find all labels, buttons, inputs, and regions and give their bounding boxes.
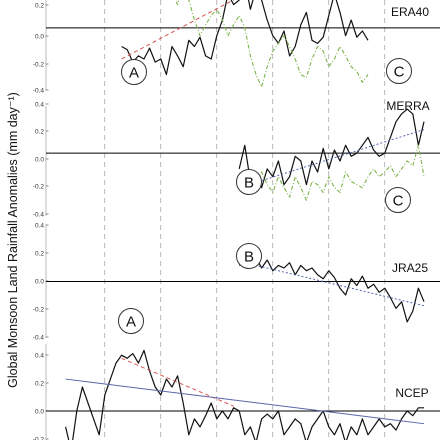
panel-era40: 0.2 0.0 -0.2 -0.4 ERA40 A C xyxy=(33,0,440,94)
trend-line xyxy=(239,129,425,189)
y-tick-label: 0.2 xyxy=(35,250,44,257)
series-line xyxy=(238,108,425,189)
panel-jra25: 0.4 0.2 0.0 -0.2 -0.4 JRA25 B xyxy=(33,222,440,341)
y-tick-label: -0.4 xyxy=(33,87,45,94)
panel-merra: 0.4 0.2 0.0 -0.2 -0.4 MERRA B C xyxy=(33,99,440,218)
y-tick-label: 0.4 xyxy=(35,352,44,359)
year-gridlines xyxy=(104,0,386,440)
marker-circle xyxy=(236,169,262,195)
series-line-alt xyxy=(174,0,369,88)
panel-ncep: 0.4 0.2 0.0 -0.2 NCEP A xyxy=(33,308,440,440)
y-tick-label: -0.2 xyxy=(33,183,45,190)
marker-circle xyxy=(121,59,147,85)
marker-label: A xyxy=(126,313,136,330)
y-tick-label: -0.2 xyxy=(33,61,45,68)
trend-line xyxy=(121,357,234,407)
series-line xyxy=(65,349,424,440)
y-tick-label: 0.0 xyxy=(35,156,44,163)
y-axis-label: Global Monsoon Land Rainfall Anomalies (… xyxy=(6,92,20,388)
panel-title: MERRA xyxy=(386,99,429,113)
panel-title: NCEP xyxy=(395,386,428,400)
y-tick-label: 0.2 xyxy=(35,2,44,9)
series-line-alt xyxy=(238,144,425,201)
marker-circle xyxy=(385,187,411,213)
marker-label: A xyxy=(129,64,139,81)
y-tick-label: 0.0 xyxy=(35,33,44,40)
y-tick-label: 0.0 xyxy=(35,408,44,415)
y-tick-label: 0.4 xyxy=(35,222,44,229)
marker-label: B xyxy=(244,174,254,191)
marker-label: C xyxy=(393,192,404,209)
y-tick-label: 0.2 xyxy=(35,380,44,387)
marker-circle xyxy=(236,243,262,269)
marker-circle xyxy=(386,58,412,84)
y-tick-label: -0.2 xyxy=(33,436,45,440)
y-tick-label: 0.4 xyxy=(35,101,44,108)
trend-line xyxy=(65,378,425,425)
panel-title: JRA25 xyxy=(392,261,428,275)
marker-label: B xyxy=(244,248,254,265)
y-tick-label: -0.4 xyxy=(33,334,45,341)
series-line xyxy=(121,0,369,76)
y-tick-label: 0.0 xyxy=(35,278,44,285)
marker-circle xyxy=(118,308,144,334)
y-tick-label: 0.2 xyxy=(35,128,44,135)
y-tick-label: -0.4 xyxy=(33,211,45,218)
panel-title: ERA40 xyxy=(391,5,429,19)
y-tick-label: -0.2 xyxy=(33,306,45,313)
marker-label: C xyxy=(394,63,405,80)
trend-line xyxy=(121,0,235,60)
series-line xyxy=(238,256,425,323)
